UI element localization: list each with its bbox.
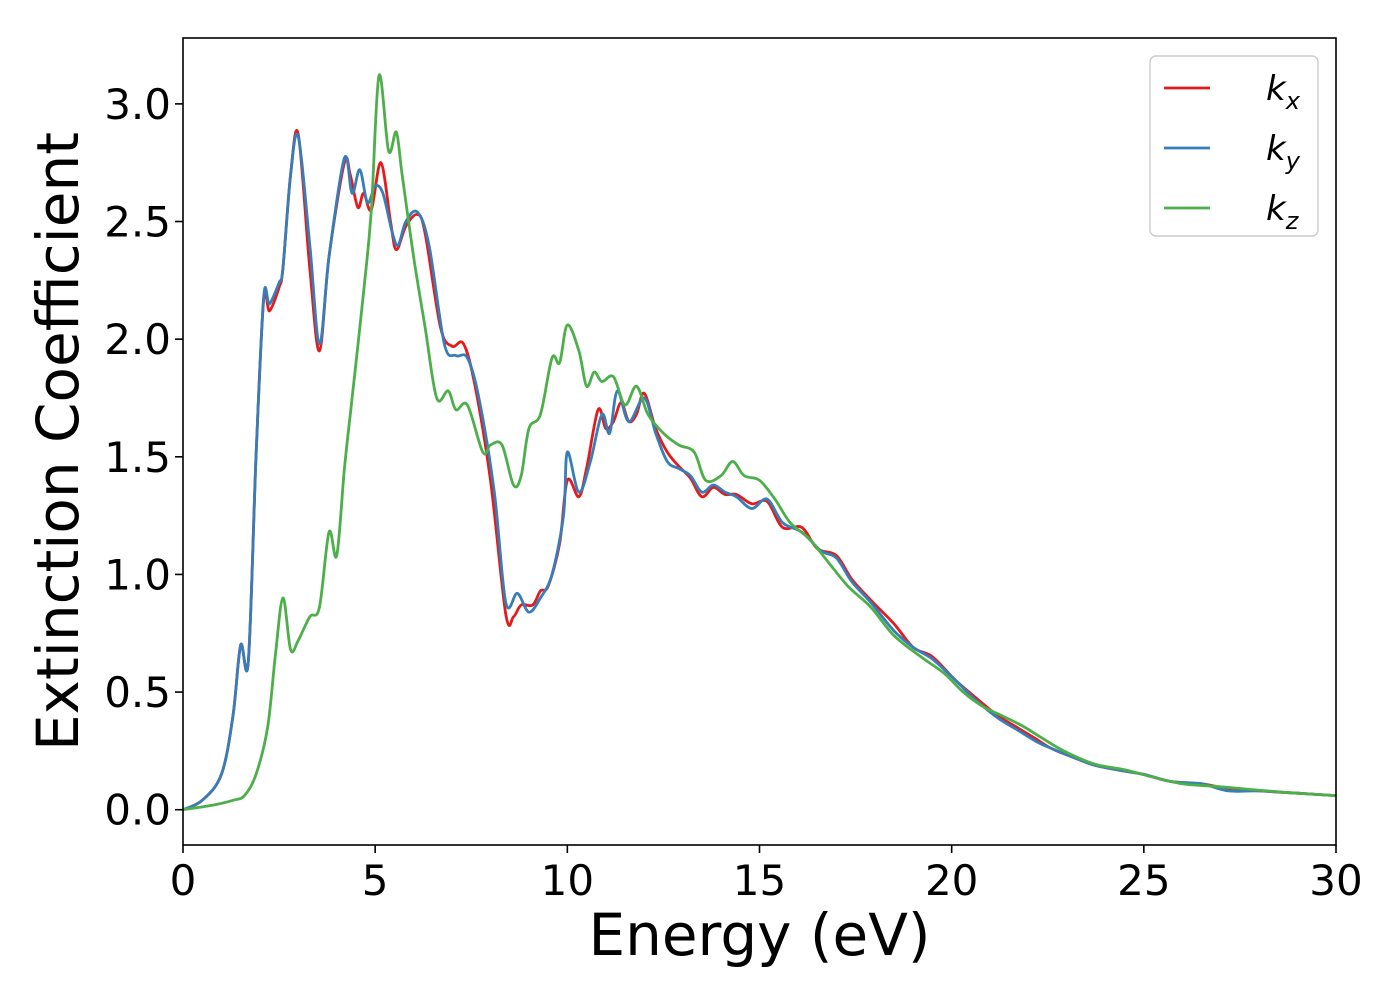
y-tick-label: 2.5 (104, 198, 171, 247)
y-tick-label: 2.0 (104, 315, 171, 364)
x-axis-ticks: 0 5 10 15 20 25 30 (170, 845, 1363, 905)
y-axis-label: Extinction Coefficient (24, 132, 92, 751)
y-tick-label: 0.0 (104, 786, 171, 835)
x-tick-label: 0 (170, 856, 197, 905)
x-tick-label: 10 (541, 856, 594, 905)
y-axis-ticks: 0.0 0.5 1.0 1.5 2.0 2.5 3.0 (104, 80, 183, 835)
legend-label: ky (1266, 129, 1301, 175)
legend-label: kz (1266, 189, 1300, 235)
series-layer (183, 73, 1336, 812)
y-tick-label: 1.5 (104, 433, 171, 482)
legend-box (1149, 55, 1319, 237)
x-tick-label: 20 (925, 856, 978, 905)
legend: kx ky kz (1149, 55, 1319, 237)
legend-label: kx (1266, 69, 1301, 115)
x-tick-label: 30 (1309, 856, 1362, 905)
x-axis-label: Energy (eV) (588, 901, 930, 969)
y-tick-label: 3.0 (104, 80, 171, 129)
y-tick-label: 1.0 (104, 550, 171, 599)
series-line-ky (183, 132, 1336, 811)
x-tick-label: 15 (733, 856, 786, 905)
y-tick-label: 0.5 (104, 668, 171, 717)
series-line-kz (183, 73, 1336, 812)
x-tick-label: 25 (1117, 856, 1170, 905)
x-tick-label: 5 (362, 856, 389, 905)
